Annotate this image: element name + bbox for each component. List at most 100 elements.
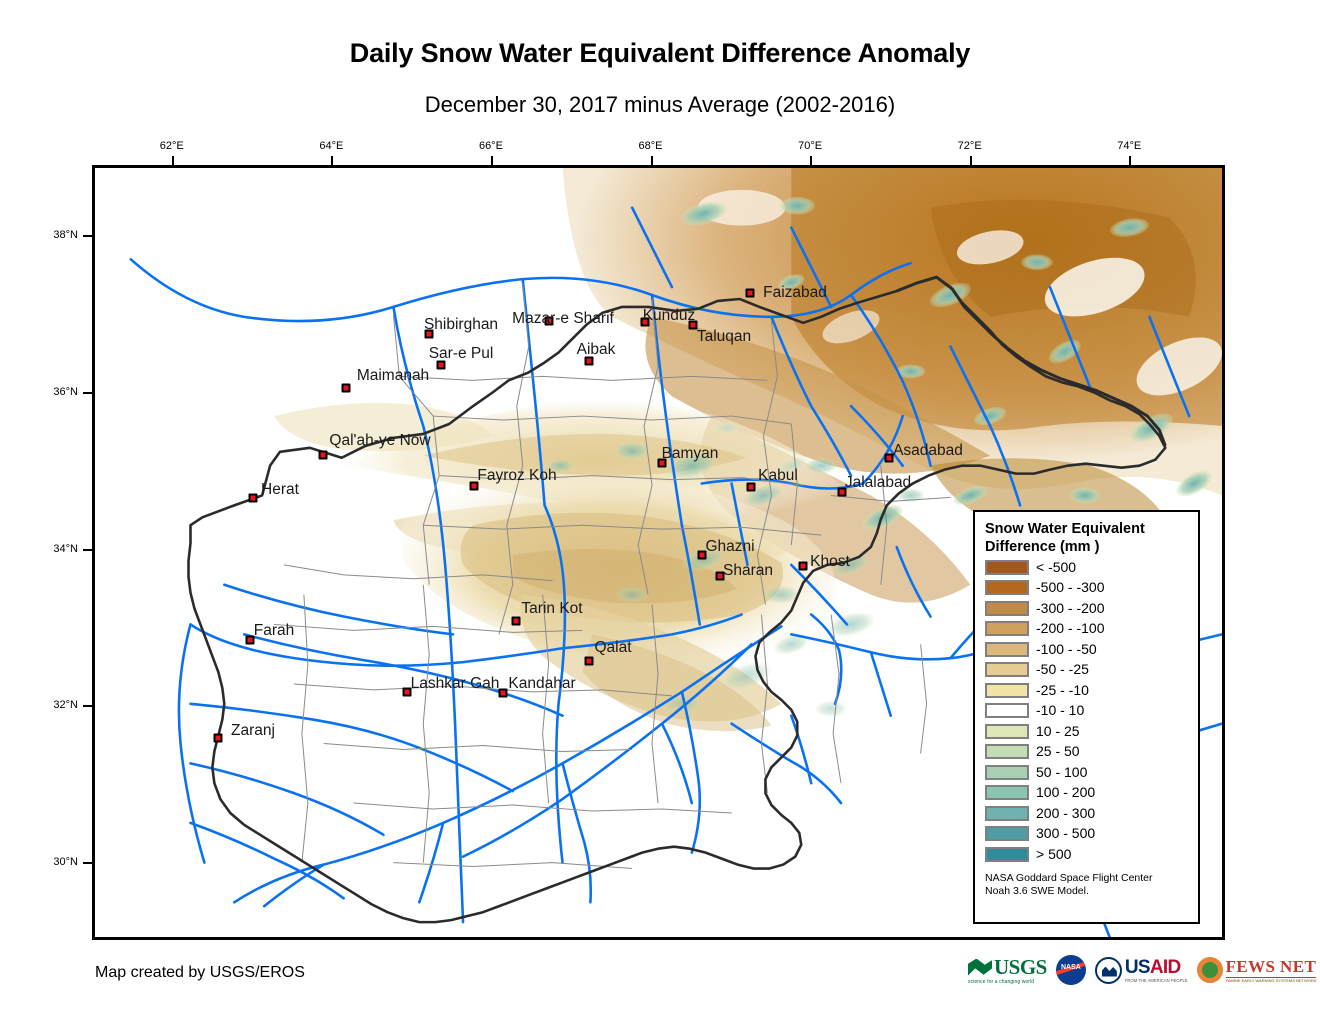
city-label: Ghazni bbox=[705, 538, 755, 555]
city-marker-asadabad[interactable] bbox=[884, 453, 894, 463]
city-marker-sar-e-pul[interactable] bbox=[436, 360, 446, 370]
legend-swatch bbox=[985, 846, 1029, 862]
city-marker-herat[interactable] bbox=[248, 493, 258, 503]
legend-label: 300 - 500 bbox=[1036, 825, 1096, 842]
legend-label: -100 - -50 bbox=[1036, 640, 1097, 657]
agency-logos: USGS science for a changing world NASA U… bbox=[968, 955, 1317, 985]
usaid-tagline: FROM THE AMERICAN PEOPLE bbox=[1124, 978, 1188, 983]
city-marker-kandahar[interactable] bbox=[498, 688, 508, 698]
city-label: Kabul bbox=[758, 467, 798, 484]
longitude-tick-label: 66°E bbox=[478, 140, 503, 152]
city-label: Farah bbox=[253, 622, 295, 639]
city-marker-mazar-e-sharif[interactable] bbox=[544, 316, 554, 326]
page-subtitle: December 30, 2017 minus Average (2002-20… bbox=[424, 92, 896, 117]
legend-row: < -500 bbox=[985, 557, 1190, 578]
latitude-tick-label: 32°N bbox=[53, 699, 78, 712]
legend-label: < -500 bbox=[1036, 558, 1077, 575]
legend-row: -300 - -200 bbox=[985, 598, 1190, 619]
city-label: Taluqan bbox=[696, 328, 752, 345]
city-marker-aibak[interactable] bbox=[584, 356, 594, 366]
legend-row: -200 - -100 bbox=[985, 619, 1190, 640]
city-marker-sharan[interactable] bbox=[715, 571, 725, 581]
legend-label: -200 - -100 bbox=[1036, 620, 1105, 637]
longitude-tick bbox=[969, 156, 972, 165]
city-marker-shibirghan[interactable] bbox=[424, 329, 434, 339]
legend-swatch bbox=[985, 662, 1029, 678]
legend-label: -25 - -10 bbox=[1036, 681, 1089, 698]
legend-label: -500 - -300 bbox=[1036, 579, 1105, 596]
legend-label: -300 - -200 bbox=[1036, 599, 1105, 616]
city-marker-farah[interactable] bbox=[245, 635, 255, 645]
legend-row: 25 - 50 bbox=[985, 742, 1190, 763]
city-label: Kunduz bbox=[642, 307, 696, 324]
city-marker-ghazni[interactable] bbox=[697, 550, 707, 560]
legend-note-line1: NASA Goddard Space Flight Center bbox=[985, 871, 1153, 884]
city-label: Herat bbox=[261, 481, 299, 498]
longitude-tick-label: 68°E bbox=[638, 140, 663, 152]
longitude-tick-label: 72°E bbox=[957, 140, 982, 152]
city-label: Jalalabad bbox=[844, 474, 912, 491]
city-label: Qal'ah-ye Now bbox=[329, 432, 431, 449]
city-marker-qalat[interactable] bbox=[584, 656, 594, 666]
legend-swatch bbox=[985, 723, 1029, 739]
latitude-tick bbox=[83, 705, 92, 708]
legend-label: 200 - 300 bbox=[1036, 804, 1096, 821]
city-label: Aibak bbox=[576, 341, 616, 358]
longitude-tick bbox=[1129, 156, 1132, 165]
longitude-tick-label: 64°E bbox=[319, 140, 344, 152]
longitude-tick bbox=[490, 156, 493, 165]
city-label: Asadabad bbox=[893, 442, 963, 459]
legend-row: 10 - 25 bbox=[985, 721, 1190, 742]
city-marker-qal-ah-ye-now[interactable] bbox=[318, 450, 328, 460]
city-marker-zaranj[interactable] bbox=[213, 733, 223, 743]
city-marker-lashkar-gah[interactable] bbox=[402, 687, 412, 697]
legend-note-line2: Noah 3.6 SWE Model. bbox=[985, 884, 1089, 897]
city-label: Mazar-e Sharif bbox=[512, 310, 614, 327]
latitude-tick bbox=[83, 392, 92, 395]
legend-row: > 500 bbox=[985, 844, 1190, 865]
legend-row: -500 - -300 bbox=[985, 578, 1190, 599]
legend-row: 300 - 500 bbox=[985, 824, 1190, 845]
city-marker-bamyan[interactable] bbox=[657, 458, 667, 468]
legend-row: 100 - 200 bbox=[985, 783, 1190, 804]
city-marker-maimanah[interactable] bbox=[341, 383, 351, 393]
legend-swatch bbox=[985, 764, 1029, 780]
legend-row: 200 - 300 bbox=[985, 803, 1190, 824]
usgs-wave-icon bbox=[968, 958, 992, 976]
legend-swatch bbox=[985, 682, 1029, 698]
nasa-logo: NASA bbox=[1055, 955, 1086, 985]
usaid-seal-icon bbox=[1094, 956, 1122, 984]
legend-label: 100 - 200 bbox=[1036, 784, 1096, 801]
map-credit: Map created by USGS/EROS bbox=[95, 964, 305, 981]
fewsnet-logo: FEWS NET FAMINE EARLY WARNING SYSTEMS NE… bbox=[1196, 957, 1317, 983]
legend-swatch bbox=[985, 621, 1029, 637]
usgs-logo: USGS science for a changing world bbox=[968, 955, 1047, 985]
city-label: Kandahar bbox=[508, 675, 576, 692]
legend-title-line2: Difference (mm ) bbox=[985, 539, 1100, 555]
latitude-tick-label: 36°N bbox=[53, 386, 78, 399]
legend-label: -50 - -25 bbox=[1036, 661, 1089, 678]
longitude-tick-label: 74°E bbox=[1117, 140, 1142, 152]
city-label: Zaranj bbox=[231, 722, 275, 739]
longitude-tick bbox=[331, 156, 334, 165]
legend-swatch bbox=[985, 600, 1029, 616]
city-marker-tarin-kot[interactable] bbox=[511, 616, 521, 626]
legend-label: 25 - 50 bbox=[1036, 743, 1080, 760]
city-marker-kunduz[interactable] bbox=[640, 317, 650, 327]
legend-label: 50 - 100 bbox=[1036, 763, 1088, 780]
map-frame[interactable]: Faizabad Kunduz Taluqan Mazar-e Sharif Shibi… bbox=[92, 165, 1225, 940]
city-marker-taluqan[interactable] bbox=[688, 320, 698, 330]
city-marker-fayroz-koh[interactable] bbox=[469, 481, 479, 491]
fews-globe-icon bbox=[1196, 957, 1223, 983]
city-marker-khost[interactable] bbox=[798, 561, 808, 571]
city-label: Maimanah bbox=[356, 367, 430, 384]
map-legend: Snow Water Equivalent Difference (mm ) <… bbox=[973, 510, 1200, 924]
city-marker-faizabad[interactable] bbox=[745, 288, 755, 298]
city-marker-kabul[interactable] bbox=[746, 482, 756, 492]
usaid-logo-text: USAID bbox=[1124, 957, 1181, 978]
legend-swatch bbox=[985, 641, 1029, 657]
legend-swatch bbox=[985, 785, 1029, 801]
legend-swatch bbox=[985, 826, 1029, 842]
latitude-tick bbox=[83, 861, 92, 864]
city-marker-jalalabad[interactable] bbox=[837, 487, 847, 497]
